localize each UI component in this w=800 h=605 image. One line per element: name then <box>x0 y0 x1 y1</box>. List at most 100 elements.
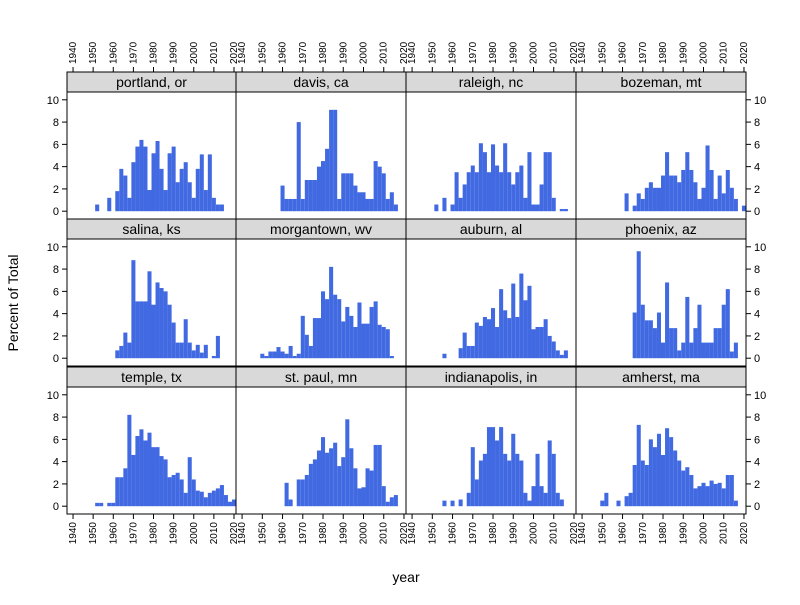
x-tick-label-top: 2000 <box>189 41 200 64</box>
histogram-bar <box>215 335 220 359</box>
histogram-bar <box>632 464 637 507</box>
histogram-bar <box>171 475 176 507</box>
y-tick-label-left: 2 <box>53 184 59 196</box>
histogram-bar <box>632 205 637 212</box>
histogram-bar <box>143 146 148 212</box>
histogram-bar <box>369 306 374 359</box>
panel: davis, ca <box>235 71 407 220</box>
panel-strip-label: indianapolis, in <box>445 369 538 385</box>
x-tick-label-top: 1980 <box>488 41 499 64</box>
histogram-bar <box>345 173 350 212</box>
x-tick-label-top: 1950 <box>427 41 438 64</box>
x-tick-label-top: 1950 <box>88 41 99 64</box>
x-tick-label-top: 2000 <box>359 41 370 64</box>
histogram-bar <box>648 182 653 212</box>
histogram-bar <box>211 197 216 212</box>
x-tick-label-top: 2020 <box>569 41 580 64</box>
panel-strip-label: salina, ks <box>122 221 180 237</box>
histogram-bar <box>559 499 564 507</box>
histogram-bar <box>353 185 358 212</box>
histogram-bar <box>296 122 301 212</box>
histogram-bar <box>725 475 730 507</box>
x-tick-label-top: 1990 <box>678 41 689 64</box>
histogram-bar <box>474 172 479 212</box>
histogram-bar <box>458 197 463 212</box>
histogram-bar <box>171 322 176 359</box>
x-tick-label-top: 2000 <box>699 41 710 64</box>
panel: portland, or <box>66 71 237 220</box>
histogram-bar <box>632 312 637 359</box>
x-tick-label-top: 1940 <box>407 41 418 64</box>
histogram-bar <box>155 141 160 212</box>
histogram-bar <box>555 350 560 359</box>
panel: phoenix, az <box>575 218 747 367</box>
y-axis-title: Percent of Total <box>5 254 21 351</box>
histogram-bar <box>373 301 378 359</box>
histogram-bar <box>337 299 342 359</box>
histogram-bar <box>519 460 524 507</box>
histogram-bar <box>616 500 621 507</box>
histogram-bar <box>115 477 120 507</box>
histogram-bar <box>600 500 605 507</box>
histogram-bar <box>729 351 734 359</box>
histogram-bar <box>155 447 160 507</box>
y-tick-label-left: 8 <box>53 117 59 129</box>
histogram-bar <box>393 204 398 212</box>
histogram-bar <box>507 460 512 507</box>
histogram-bar <box>381 486 386 507</box>
histogram-bar <box>701 342 706 359</box>
histogram-bar <box>95 204 100 212</box>
histogram-bar <box>365 323 370 359</box>
histogram-bar <box>733 198 738 212</box>
histogram-bar <box>207 492 212 507</box>
histogram-bar <box>539 184 544 212</box>
histogram-bar <box>523 197 528 212</box>
histogram-bar <box>511 433 516 507</box>
histogram-bar <box>191 479 196 507</box>
histogram-bar <box>377 444 382 507</box>
histogram-bar <box>705 342 710 359</box>
histogram-bar <box>673 175 678 212</box>
x-tick-label-top: 1970 <box>298 41 309 64</box>
histogram-bar <box>535 327 540 359</box>
histogram-bar <box>127 342 132 359</box>
histogram-bar <box>131 162 136 212</box>
histogram-bar <box>648 320 653 359</box>
y-tick-label-left: 10 <box>47 95 59 107</box>
x-tick-label-bottom: 1960 <box>108 522 119 545</box>
x-tick-label-bottom: 2020 <box>229 522 240 545</box>
x-tick-label-top: 2020 <box>399 41 410 64</box>
x-tick-label-bottom: 2020 <box>739 522 750 545</box>
x-tick-label-top: 2000 <box>529 41 540 64</box>
x-tick-label-bottom: 1960 <box>618 522 629 545</box>
x-tick-label-top: 2020 <box>739 41 750 64</box>
histogram-bar <box>296 353 301 359</box>
histogram-bar <box>183 492 188 507</box>
histogram-bar <box>721 193 726 212</box>
histogram-bar <box>689 342 694 359</box>
y-tick-label-right: 0 <box>754 353 760 365</box>
histogram-bar <box>474 322 479 359</box>
y-tick-label-left: 6 <box>53 139 59 151</box>
histogram-bar <box>721 304 726 359</box>
histogram-bar <box>135 301 140 359</box>
x-tick-label-top: 1960 <box>618 41 629 64</box>
histogram-bar <box>499 427 504 507</box>
histogram-bar <box>268 351 273 359</box>
histogram-bar <box>527 285 532 359</box>
histogram-bar <box>227 501 232 507</box>
histogram-bar <box>478 325 483 359</box>
histogram-bar <box>304 334 309 359</box>
histogram-bar <box>284 353 289 359</box>
histogram-bar <box>260 353 265 359</box>
histogram-bar <box>123 468 128 507</box>
y-tick-label-left: 4 <box>53 162 59 174</box>
x-tick-label-bottom: 2020 <box>569 522 580 545</box>
y-tick-label-right: 10 <box>754 242 766 254</box>
histogram-bar <box>725 289 730 359</box>
histogram-bar <box>288 198 293 212</box>
histogram-bar <box>111 502 116 507</box>
histogram-bar <box>361 487 366 507</box>
x-tick-label-top: 2010 <box>719 41 730 64</box>
histogram-bar <box>349 173 354 212</box>
